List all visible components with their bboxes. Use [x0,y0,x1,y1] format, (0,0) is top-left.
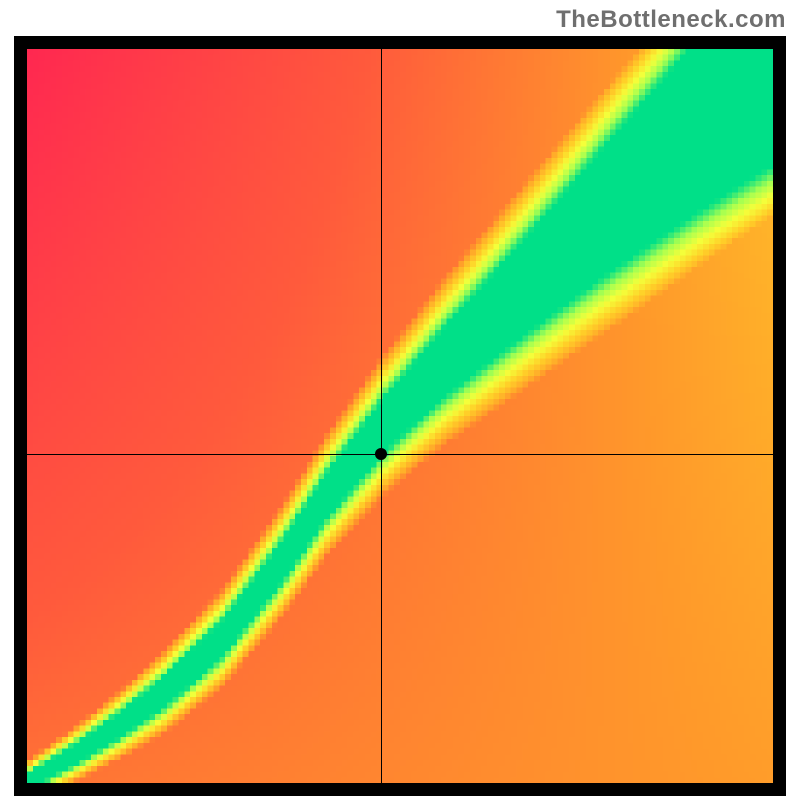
watermark-text: TheBottleneck.com [556,6,786,34]
crosshair-horizontal [27,454,773,455]
chart-frame [14,36,786,796]
chart-container: TheBottleneck.com [0,0,800,800]
heatmap-canvas [27,49,773,783]
crosshair-vertical [381,49,382,783]
focus-marker [375,448,387,460]
plot-area [27,49,773,783]
